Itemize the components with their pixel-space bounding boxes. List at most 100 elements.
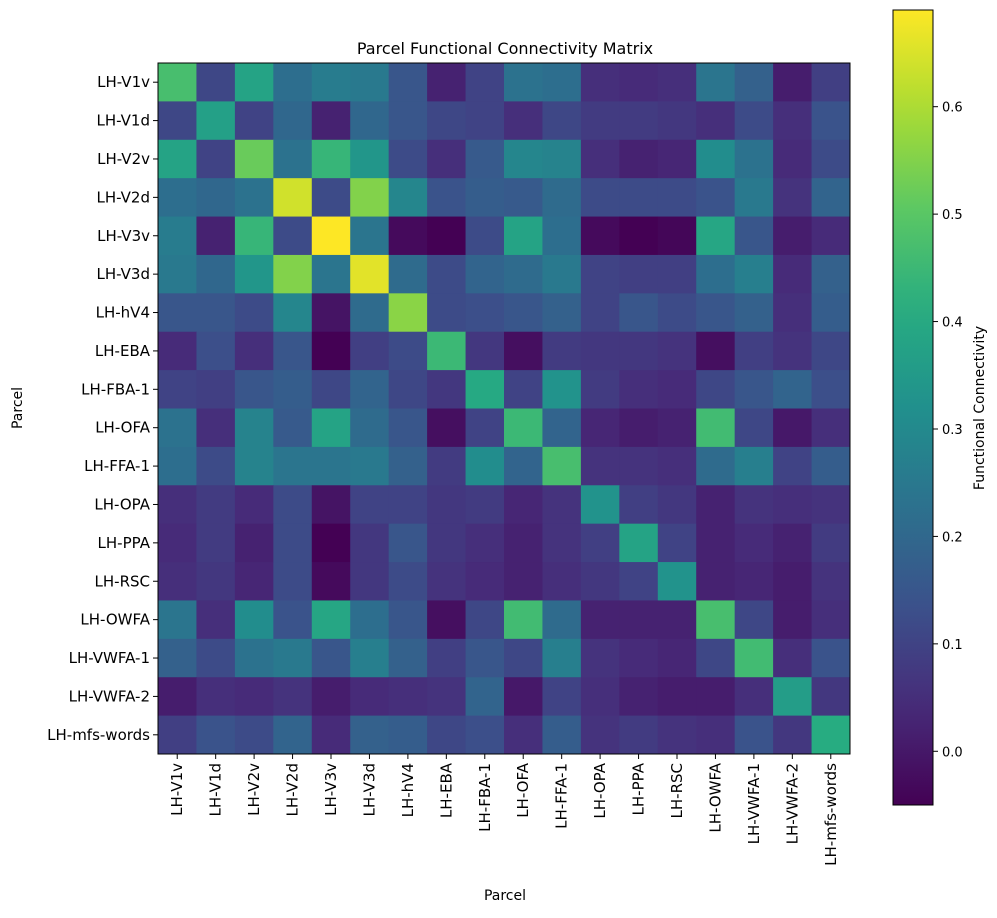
x-tick-label: LH-V1v [168, 763, 186, 816]
heatmap-cell [158, 370, 197, 409]
heatmap-cell [196, 254, 236, 294]
heatmap-cell [811, 562, 851, 601]
heatmap-cell [350, 562, 390, 601]
colorbar-label: Functional Connectivity [972, 326, 988, 490]
heatmap-cell [773, 101, 813, 141]
heatmap-cell [580, 178, 620, 218]
x-tick-label: LH-OFA [514, 762, 532, 818]
heatmap-cell [619, 715, 659, 755]
colorbar [893, 10, 933, 805]
heatmap-cell [350, 370, 390, 409]
heatmap-cell [773, 677, 813, 717]
heatmap-cell [811, 446, 851, 486]
heatmap-cell [388, 216, 428, 256]
heatmap-cell [696, 408, 736, 448]
heatmap-cell [388, 101, 428, 141]
y-axis-label: Parcel [10, 387, 26, 429]
heatmap-cell [734, 139, 774, 179]
heatmap-cell [619, 63, 659, 102]
heatmap-cell [350, 178, 390, 218]
heatmap-cell [465, 293, 505, 333]
x-tick-label: LH-PPA [630, 762, 648, 815]
x-tick-label: LH-V1d [207, 763, 225, 817]
x-tick-label: LH-EBA [437, 762, 455, 818]
y-tick-label: LH-EBA [95, 342, 151, 360]
heatmap-cell [542, 485, 582, 525]
heatmap-cell [773, 254, 813, 294]
heatmap-cell [273, 408, 313, 448]
heatmap-cell [234, 446, 274, 486]
heatmap-cell [350, 101, 390, 141]
heatmap-cell [504, 254, 543, 294]
heatmap-cell [196, 408, 236, 448]
heatmap-cell [773, 178, 813, 218]
colorbar-tick-label: 0.1 [942, 638, 963, 653]
heatmap-cell [619, 600, 659, 640]
heatmap-cell [504, 216, 543, 256]
heatmap-cell [234, 600, 274, 640]
heatmap-cell [580, 677, 620, 717]
heatmap-cell [657, 101, 697, 141]
heatmap-cell [773, 562, 813, 601]
heatmap-cell [273, 715, 313, 755]
heatmap-cell [619, 677, 659, 717]
heatmap-cell [465, 63, 505, 102]
heatmap-cell [734, 254, 774, 294]
heatmap-cell [158, 485, 197, 525]
heatmap-cell [273, 370, 313, 409]
heatmap-cell [350, 408, 390, 448]
heatmap-cell [388, 178, 428, 218]
heatmap-cell [542, 101, 582, 141]
heatmap-cell [734, 677, 774, 717]
heatmap-cell [580, 370, 620, 409]
heatmap-cell [234, 178, 274, 218]
heatmap-cell [773, 293, 813, 333]
heatmap-cell [273, 331, 313, 371]
heatmap-cell [158, 638, 197, 678]
heatmap-cell [465, 523, 505, 563]
heatmap-cell [657, 178, 697, 218]
heatmap-cell [311, 63, 351, 102]
heatmap-cell [196, 600, 236, 640]
heatmap-cell [580, 638, 620, 678]
heatmap-cell [273, 600, 313, 640]
heatmap-cell [311, 485, 351, 525]
heatmap-cell [388, 370, 428, 409]
heatmap-cell [696, 178, 736, 218]
heatmap-cell [234, 139, 274, 179]
heatmap-cell [273, 178, 313, 218]
heatmap-cell [158, 677, 197, 717]
heatmap-cell [773, 715, 813, 755]
heatmap-cell [696, 677, 736, 717]
heatmap-cell [734, 370, 774, 409]
heatmap-cell [158, 178, 197, 218]
heatmap-cell [388, 331, 428, 371]
heatmap-cell [196, 63, 236, 102]
heatmap-cell [388, 715, 428, 755]
heatmap-cell [580, 446, 620, 486]
heatmap-cell [388, 638, 428, 678]
heatmap-cell [734, 408, 774, 448]
heatmap-cell [657, 485, 697, 525]
heatmap-cell [811, 101, 851, 141]
heatmap-cell [657, 562, 697, 601]
heatmap-cell [696, 446, 736, 486]
heatmap-cell [619, 139, 659, 179]
heatmap-cell [273, 523, 313, 563]
heatmap-cell [350, 331, 390, 371]
heatmap-cell [696, 101, 736, 141]
heatmap-cell [504, 523, 543, 563]
heatmap-cell [773, 446, 813, 486]
heatmap-cell [619, 216, 659, 256]
heatmap-cell [811, 139, 851, 179]
heatmap-cell [196, 562, 236, 601]
heatmap-cell [580, 63, 620, 102]
heatmap-cell [158, 101, 197, 141]
heatmap-cell [811, 370, 851, 409]
heatmap-cell [427, 370, 467, 409]
heatmap-cell [619, 562, 659, 601]
heatmap-cell [311, 408, 351, 448]
heatmap-cell [657, 293, 697, 333]
heatmap-cell [427, 523, 467, 563]
heatmap-cell [734, 63, 774, 102]
